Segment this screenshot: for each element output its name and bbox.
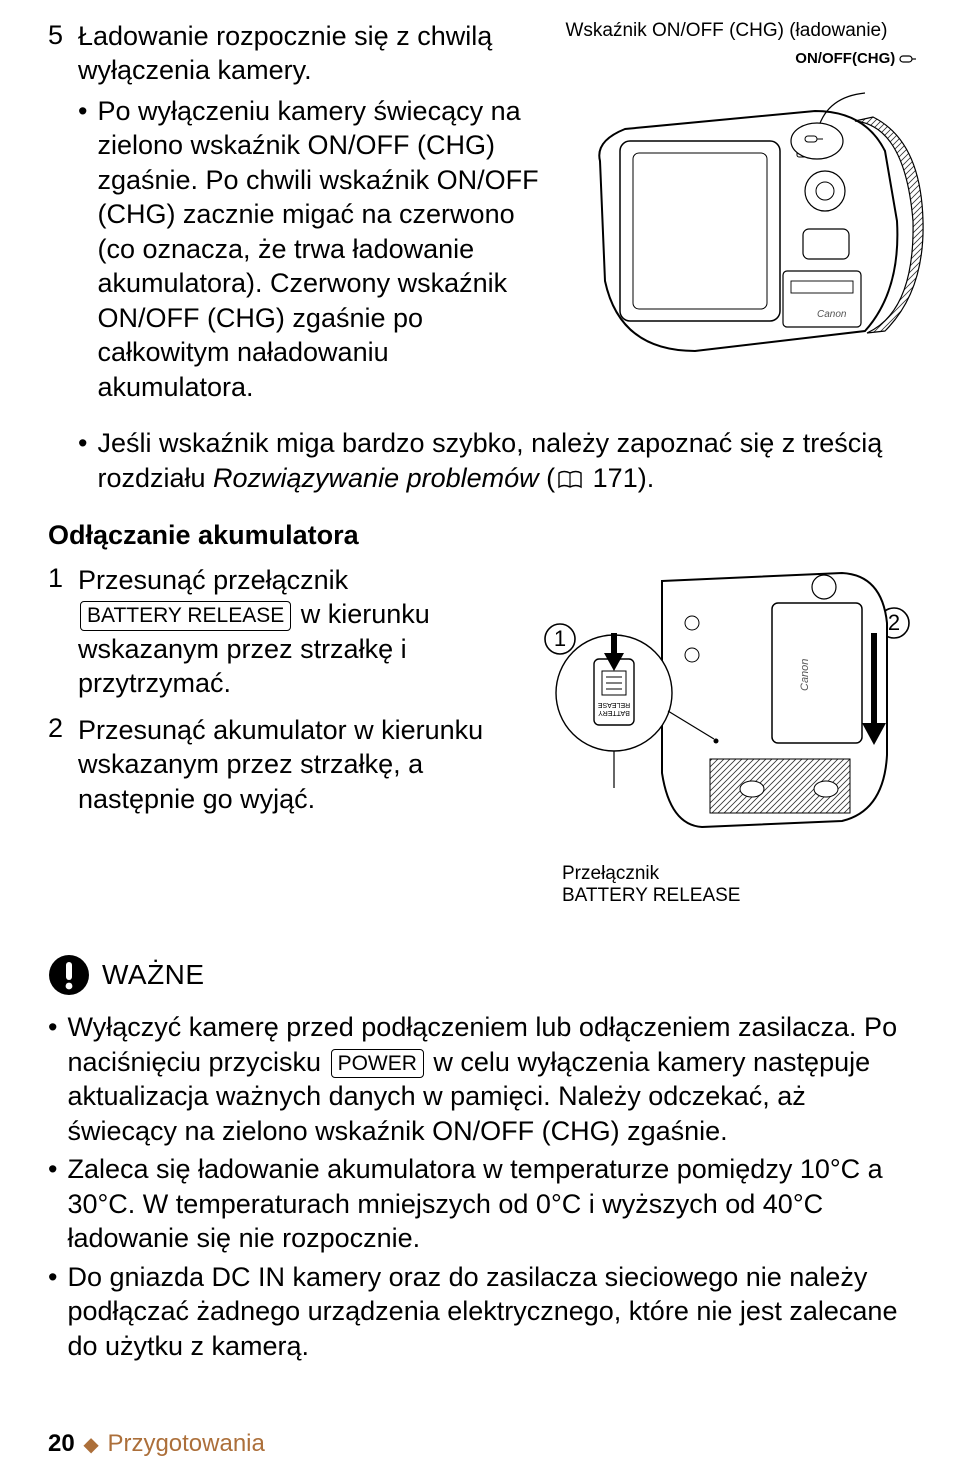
- camera-rear-illustration: Canon: [565, 71, 925, 371]
- onoff-label: ON/OFF(CHG): [795, 50, 895, 67]
- manual-ref-icon: [557, 470, 583, 490]
- note-1: Wyłączyć kamerę przed podłączeniem lub o…: [67, 1010, 912, 1148]
- callout-1: 1: [554, 626, 566, 651]
- detach-item-2: Przesunąć akumulator w kierunku wskazany…: [78, 713, 502, 817]
- callout-2: 2: [888, 610, 900, 635]
- list-number-1: 1: [48, 563, 78, 594]
- svg-text:Canon: Canon: [817, 309, 847, 320]
- bullet-mark: •: [48, 1010, 57, 1148]
- svg-text:RELEASE: RELEASE: [598, 701, 631, 708]
- important-icon: [48, 954, 90, 996]
- step-title-line1: Ładowanie rozpocznie się z chwilą: [78, 20, 547, 54]
- figure-caption-top: Wskaźnik ON/OFF (CHG) (ładowanie): [565, 20, 935, 42]
- power-key: POWER: [331, 1049, 424, 1078]
- led-icon: [899, 53, 917, 65]
- bullet-mark: •: [48, 1260, 57, 1364]
- note-3: Do gniazda DC IN kamery oraz do zasilacz…: [67, 1260, 912, 1364]
- bullet-text-2: Jeśli wskaźnik miga bardzo szybko, należ…: [97, 426, 912, 495]
- footer-section: Przygotowania: [107, 1430, 264, 1457]
- svg-text:Canon: Canon: [799, 658, 811, 690]
- battery-release-key: BATTERY RELEASE: [80, 601, 291, 630]
- list-number-2: 2: [48, 713, 78, 744]
- detach-item-1: Przesunąć przełącznik BATTERY RELEASE w …: [78, 563, 502, 701]
- bullet-text-1: Po wyłączeniu kamery świecący na zielono…: [97, 94, 547, 405]
- bullet-mark: •: [48, 1152, 57, 1256]
- camera-bottom-illustration: 1 2 Canon: [542, 563, 912, 853]
- step-title-line2: wyłączenia kamery.: [78, 54, 547, 88]
- note-2: Zaleca się ładowanie akumulatora w tempe…: [67, 1152, 912, 1256]
- bullet-mark: •: [78, 94, 87, 405]
- lower-figure-caption: Przełącznik BATTERY RELEASE: [562, 863, 912, 909]
- page-number: 20: [48, 1430, 75, 1457]
- step-number: 5: [48, 20, 78, 51]
- important-heading: WAŻNE: [102, 959, 205, 991]
- footer-diamond-icon: ◆: [83, 1434, 98, 1456]
- bullet-mark: •: [78, 426, 87, 495]
- svg-text:BATTERY: BATTERY: [598, 709, 630, 716]
- detach-heading: Odłączanie akumulatora: [48, 520, 912, 551]
- page-footer: 20 ◆ Przygotowania: [48, 1430, 265, 1458]
